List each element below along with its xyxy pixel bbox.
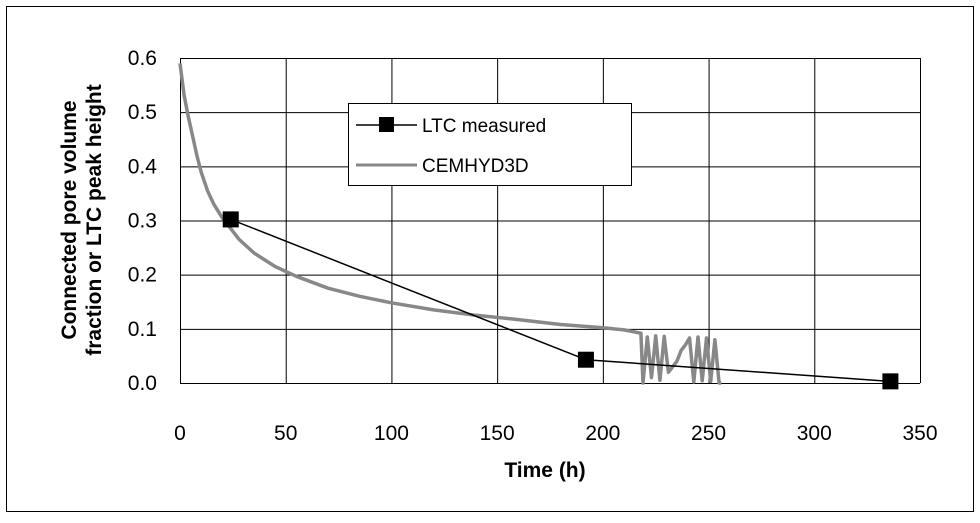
data-point-ltc-measured xyxy=(882,373,899,390)
x-axis-title: Time (h) xyxy=(504,459,585,482)
x-tick-label: 0 xyxy=(174,422,186,445)
legend-box xyxy=(348,103,632,186)
y-axis-title-line-1: Connected pore volume xyxy=(58,100,81,339)
x-tick-label: 250 xyxy=(691,422,726,445)
y-tick-label: 0.1 xyxy=(128,318,157,341)
x-tick-label: 300 xyxy=(797,422,832,445)
y-tick-label: 0.4 xyxy=(128,155,158,178)
data-point-ltc-measured xyxy=(222,211,239,228)
data-point-ltc-measured xyxy=(577,351,594,368)
x-tick-label: 50 xyxy=(274,422,297,445)
legend: LTC measured CEMHYD3D xyxy=(348,103,632,186)
series-layer xyxy=(178,63,899,390)
legend-marker-ltc xyxy=(379,117,394,132)
x-tick-label: 100 xyxy=(374,422,409,445)
x-tick-labels: 0 50 100 150 200 250 300 350 xyxy=(174,422,937,445)
x-tick-label: 150 xyxy=(480,422,515,445)
y-tick-label: 0.5 xyxy=(128,101,157,124)
y-axis-title: Connected pore volume fraction or LTC pe… xyxy=(58,84,106,355)
y-tick-label: 0.2 xyxy=(128,264,157,287)
y-tick-labels: 0.0 0.1 0.2 0.3 0.4 0.5 0.6 xyxy=(128,47,158,395)
x-tick-label: 350 xyxy=(902,422,937,445)
y-tick-label: 0.3 xyxy=(128,210,157,233)
legend-label-cemhyd: CEMHYD3D xyxy=(422,156,529,177)
x-tick-label: 200 xyxy=(585,422,620,445)
y-axis-title-line-2: fraction or LTC peak height xyxy=(83,84,106,355)
legend-label-ltc: LTC measured xyxy=(422,116,546,137)
y-tick-label: 0.0 xyxy=(128,372,157,395)
chart-border xyxy=(6,6,974,512)
y-tick-label: 0.6 xyxy=(128,47,157,70)
